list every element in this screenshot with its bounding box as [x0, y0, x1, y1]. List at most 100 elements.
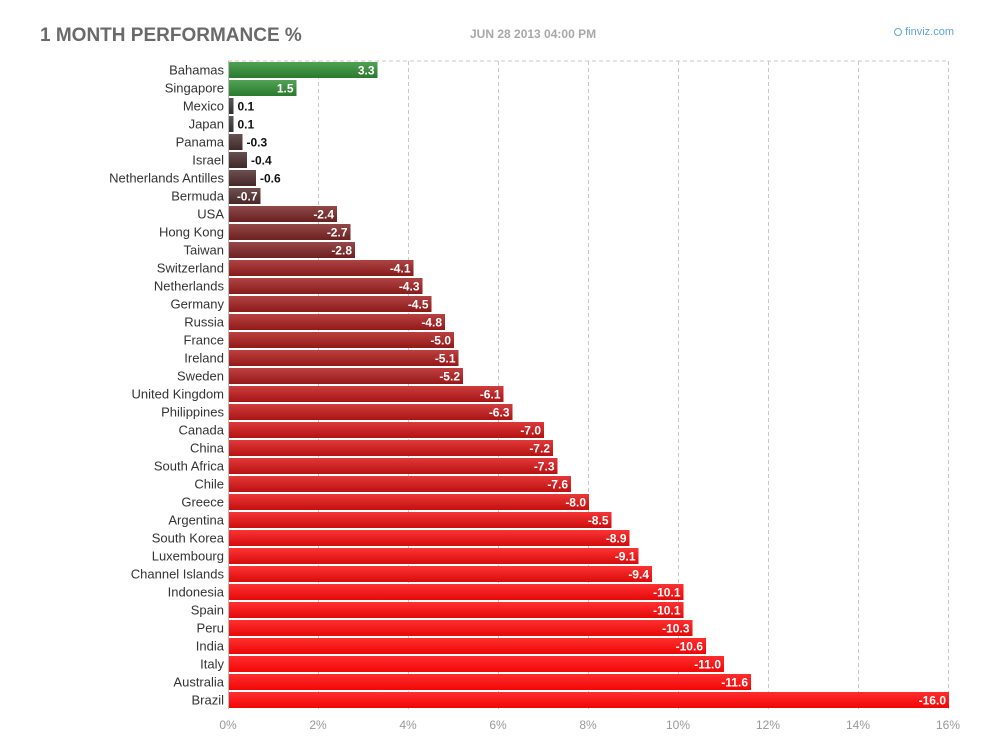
bar-singapore — [229, 80, 297, 96]
bar-mexico — [229, 98, 234, 114]
value-label: -0.7 — [237, 190, 258, 204]
category-label: Spain — [191, 603, 224, 618]
bar-philippines — [229, 404, 513, 420]
value-label: -10.1 — [653, 586, 681, 600]
value-label: -4.8 — [421, 316, 442, 330]
bar-russia — [229, 314, 445, 330]
category-label: Argentina — [168, 513, 224, 528]
category-label: Switzerland — [157, 261, 224, 276]
brand-link[interactable]: finviz.com — [894, 26, 954, 38]
bar-south-africa — [229, 458, 558, 474]
value-label: -4.1 — [390, 262, 411, 276]
label-layer: Bahamas 3.3 Singapore 1.5 Mexico 0.1 Japan 0.1 P… — [109, 63, 946, 708]
category-label: Japan — [189, 117, 224, 132]
bar-india — [229, 638, 706, 654]
chart-title: 1 MONTH PERFORMANCE % — [40, 25, 302, 46]
value-label: -4.5 — [408, 298, 429, 312]
category-label: South Africa — [154, 459, 225, 474]
value-label: -10.3 — [662, 622, 690, 636]
category-label: Canada — [178, 423, 224, 438]
value-label: -4.3 — [399, 280, 420, 294]
chart-header: 1 MONTH PERFORMANCE % JUN 28 2013 04:00 … — [0, 0, 999, 56]
bar-luxembourg — [229, 548, 639, 564]
x-tick-label: 2% — [309, 718, 327, 732]
bar-sweden — [229, 368, 463, 384]
category-label: United Kingdom — [132, 387, 225, 402]
bar-usa — [229, 206, 337, 222]
value-label: 3.3 — [358, 64, 375, 78]
value-label: 1.5 — [277, 82, 294, 96]
category-label: Hong Kong — [159, 225, 224, 240]
category-label: Netherlands Antilles — [109, 171, 224, 186]
category-label: Channel Islands — [131, 567, 225, 582]
value-label: -8.0 — [565, 496, 586, 510]
value-label: -7.3 — [534, 460, 555, 474]
value-label: -11.0 — [694, 658, 721, 672]
bar-netherlands — [229, 278, 423, 294]
grid-layer — [228, 60, 949, 709]
category-label: Sweden — [177, 369, 224, 384]
bar-indonesia — [229, 584, 684, 600]
value-label: -16.0 — [919, 694, 947, 708]
x-tick-label: 8% — [579, 718, 597, 732]
value-label: -2.8 — [331, 244, 352, 258]
value-label: -5.1 — [435, 352, 456, 366]
category-label: India — [196, 639, 225, 654]
category-label: USA — [197, 207, 224, 222]
bar-bahamas — [229, 62, 378, 78]
category-label: Peru — [197, 621, 224, 636]
x-tick-label: 16% — [936, 718, 960, 732]
category-label: Russia — [184, 315, 225, 330]
category-label: Greece — [181, 495, 224, 510]
bar-italy — [229, 656, 724, 672]
category-label: Germany — [171, 297, 225, 312]
bar-chile — [229, 476, 571, 492]
x-tick-label: 6% — [489, 718, 507, 732]
category-label: Netherlands — [154, 279, 225, 294]
category-label: Mexico — [183, 99, 224, 114]
x-tick-label: 12% — [756, 718, 780, 732]
category-label: Luxembourg — [152, 549, 224, 564]
bar-canada — [229, 422, 544, 438]
value-label: -0.6 — [260, 172, 281, 186]
bar-argentina — [229, 512, 612, 528]
value-label: -11.6 — [721, 676, 748, 690]
bar-greece — [229, 494, 589, 510]
bar-switzerland — [229, 260, 414, 276]
category-label: South Korea — [152, 531, 225, 546]
value-label: -7.2 — [529, 442, 550, 456]
bar-israel — [229, 152, 247, 168]
value-label: -6.1 — [480, 388, 501, 402]
bar-germany — [229, 296, 432, 312]
bar-ireland — [229, 350, 459, 366]
value-label: -7.0 — [520, 424, 541, 438]
bar-china — [229, 440, 553, 456]
value-label: -10.6 — [676, 640, 704, 654]
bar-australia — [229, 674, 751, 690]
value-label: 0.1 — [238, 100, 255, 114]
bar-netherlands-antilles — [229, 170, 256, 186]
value-label: -0.4 — [251, 154, 272, 168]
bar-japan — [229, 116, 234, 132]
bar-brazil — [229, 692, 949, 708]
category-label: Taiwan — [184, 243, 224, 258]
bar-south-korea — [229, 530, 630, 546]
category-label: Indonesia — [168, 585, 225, 600]
value-label: -0.3 — [247, 136, 268, 150]
category-label: Italy — [200, 657, 224, 672]
bar-france — [229, 332, 454, 348]
bar-channel-islands — [229, 566, 652, 582]
category-label: Philippines — [161, 405, 224, 420]
value-label: -9.1 — [615, 550, 636, 564]
bar-taiwan — [229, 242, 355, 258]
value-label: -5.0 — [430, 334, 451, 348]
category-label: Australia — [173, 675, 224, 690]
bar-bermuda — [229, 188, 261, 204]
value-label: -6.3 — [489, 406, 510, 420]
category-label: Chile — [194, 477, 224, 492]
value-label: -10.1 — [653, 604, 681, 618]
x-tick-label: 14% — [846, 718, 870, 732]
category-label: Panama — [176, 135, 225, 150]
